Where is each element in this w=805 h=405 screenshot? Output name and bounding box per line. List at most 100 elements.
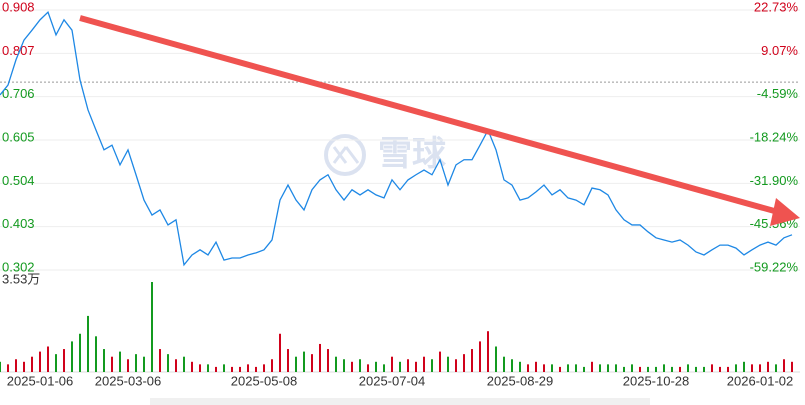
volume-bar (503, 356, 505, 372)
volume-bar (287, 349, 289, 372)
volume-bar (375, 361, 377, 372)
y-tick-label: 0.605 (2, 129, 35, 144)
x-tick-label: 2025-03-06 (95, 373, 162, 388)
volume-bar (71, 341, 73, 372)
volume-bar (551, 364, 553, 372)
volume-bar (103, 349, 105, 372)
volume-bar (271, 359, 273, 372)
x-tick-label: 2025-05-08 (231, 373, 298, 388)
volume-bar (655, 366, 657, 372)
volume-bar (743, 361, 745, 372)
arrow-head (770, 198, 800, 226)
volume-bar (199, 364, 201, 372)
volume-bar (759, 364, 761, 372)
volume-bar (495, 346, 497, 372)
volume-bar (703, 366, 705, 372)
volume-bar (535, 361, 537, 372)
volume-bar (359, 359, 361, 372)
volume-bar (319, 343, 321, 372)
x-tick-label: 2026-01-02 (727, 373, 794, 388)
volume-bar (311, 354, 313, 372)
volume-bar (335, 356, 337, 372)
y2-tick-label: -4.59% (757, 86, 799, 101)
volume-bar (167, 354, 169, 372)
volume-bar (767, 361, 769, 372)
volume-bar (447, 356, 449, 372)
volume-bar (15, 359, 17, 372)
volume-bar (0, 361, 1, 372)
volume-bar (191, 361, 193, 372)
volume-bar (231, 366, 233, 372)
volume-bar (263, 364, 265, 372)
y2-tick-label: 9.07% (761, 43, 798, 58)
volume-bar (663, 364, 665, 372)
volume-bar (127, 359, 129, 372)
volume-bar (55, 354, 57, 372)
volume-bar (31, 356, 33, 372)
volume-bar (111, 356, 113, 372)
volume-bar (159, 349, 161, 372)
volume-bar (295, 356, 297, 372)
volume-bar (631, 364, 633, 372)
volume-bar (87, 315, 89, 372)
volume-bar (183, 356, 185, 372)
watermark: 雪球 (324, 134, 447, 176)
volume-bar (607, 364, 609, 372)
volume-bar (423, 356, 425, 372)
volume-bar (671, 366, 673, 372)
volume-bar (479, 341, 481, 372)
volume-bar (47, 346, 49, 372)
volume-bar (639, 366, 641, 372)
volume-bar (783, 359, 785, 372)
volume-bar (615, 364, 617, 372)
volume-bar (343, 359, 345, 372)
x-tick-label: 2025-10-28 (623, 373, 690, 388)
trend-arrow (79, 15, 800, 226)
volume-bar (591, 361, 593, 372)
volume-bar (367, 364, 369, 372)
volume-bar (463, 354, 465, 372)
volume-bar (679, 366, 681, 372)
volume-bar (527, 364, 529, 372)
volume-bar (255, 366, 257, 372)
volume-bar (247, 364, 249, 372)
volume-bar (383, 364, 385, 372)
volume-bar (711, 364, 713, 372)
volume-bar (391, 356, 393, 372)
volume-bar (135, 354, 137, 372)
volume-bar (239, 366, 241, 372)
volume-bar (511, 359, 513, 372)
watermark-logo (324, 134, 366, 176)
volume-bar (575, 364, 577, 372)
volume-bar (327, 349, 329, 372)
volume-bar (95, 336, 97, 372)
volume-bar (519, 361, 521, 372)
volume-bar (175, 359, 177, 372)
volume-bar (695, 366, 697, 372)
volume-bar (63, 349, 65, 372)
volume-bar (223, 364, 225, 372)
volume-bar (23, 361, 25, 372)
volume-bar (143, 356, 145, 372)
volume-bar (151, 282, 153, 372)
x-tick-label: 2025-01-06 (7, 373, 74, 388)
volume-bar (7, 364, 9, 372)
scrollbar (150, 398, 650, 405)
x-tick-label: 2025-08-29 (487, 373, 554, 388)
volume-bar (215, 366, 217, 372)
volume-bar (735, 364, 737, 372)
volume-bar (751, 364, 753, 372)
y-tick-label: 3.53万 (2, 271, 40, 286)
volume-bar (407, 359, 409, 372)
volume-bar (279, 333, 281, 372)
watermark-logo (332, 146, 360, 164)
y2-tick-label: -18.24% (750, 129, 799, 144)
volume-bar (559, 366, 561, 372)
y-tick-label: 0.302 (2, 259, 35, 274)
price-line (0, 10, 793, 267)
y2-tick-label: -59.22% (750, 259, 799, 274)
volume-bar (351, 361, 353, 372)
arrow-shaft (79, 15, 779, 215)
volume-bar (567, 364, 569, 372)
